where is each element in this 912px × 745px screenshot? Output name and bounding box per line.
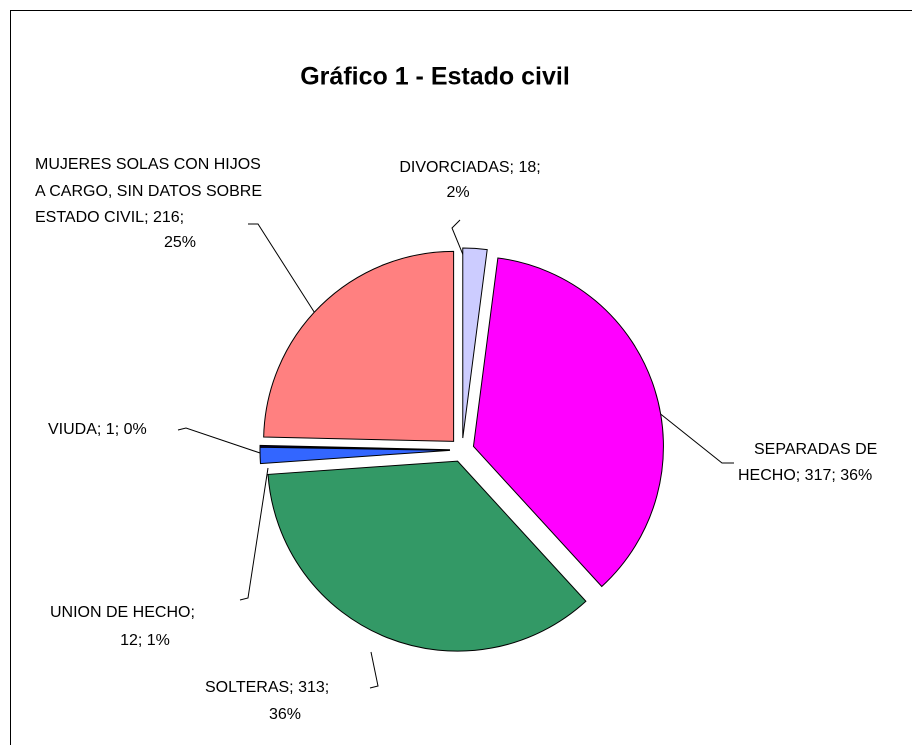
data-label: 12; 1%: [120, 632, 170, 649]
pie-slice: [263, 250, 455, 442]
leader-line: [177, 427, 264, 455]
pie-slice: [267, 460, 587, 652]
leader-line: [451, 219, 467, 263]
data-label: ESTADO CIVIL; 216;: [35, 209, 184, 226]
pie-slice: [259, 446, 451, 465]
pie-slice: [259, 444, 451, 451]
leader-line: [369, 651, 379, 689]
data-label: A CARGO, SIN DATOS SOBRE: [35, 183, 262, 200]
data-label: 25%: [164, 234, 196, 251]
data-label: DIVORCIADAS; 18;: [399, 159, 540, 176]
pie-slice: [462, 247, 488, 439]
chart-title: Gráfico 1 - Estado civil: [300, 63, 570, 91]
data-label: SEPARADAS DE: [754, 441, 877, 458]
data-label: 2%: [446, 184, 469, 201]
data-label: 36%: [269, 706, 301, 723]
data-label: VIUDA; 1; 0%: [48, 421, 147, 438]
data-label: HECHO; 317; 36%: [738, 467, 872, 484]
leader-line: [642, 399, 734, 464]
leader-lines: [177, 219, 734, 689]
pie-slice: [472, 257, 664, 588]
data-label: UNION DE HECHO;: [50, 604, 195, 621]
data-label: MUJERES SOLAS CON HIJOS: [35, 156, 261, 173]
data-label: SOLTERAS; 313;: [205, 679, 329, 696]
leader-line: [239, 467, 269, 601]
leader-line: [248, 223, 319, 319]
